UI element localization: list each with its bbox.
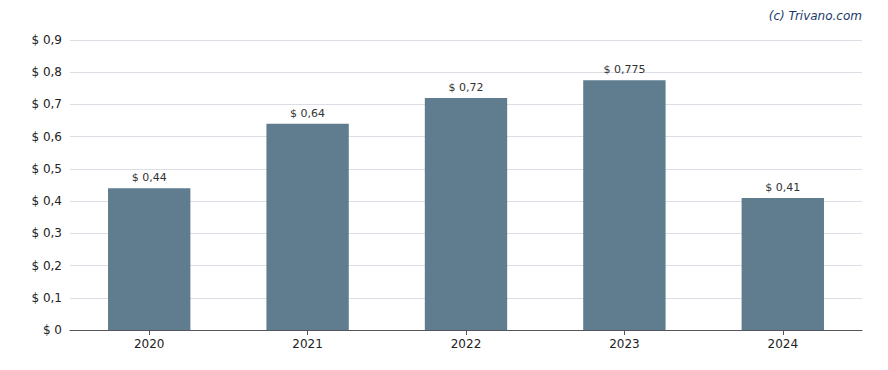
- svg-text:$ 0,3: $ 0,3: [31, 226, 62, 240]
- svg-text:$ 0,2: $ 0,2: [31, 259, 62, 273]
- svg-text:2022: 2022: [451, 337, 482, 351]
- svg-text:$ 0,64: $ 0,64: [290, 107, 325, 120]
- svg-text:$ 0,7: $ 0,7: [31, 97, 62, 111]
- svg-text:$ 0,9: $ 0,9: [31, 33, 62, 47]
- svg-text:(c) Trivano.com: (c) Trivano.com: [769, 9, 862, 23]
- svg-text:$ 0,4: $ 0,4: [31, 194, 62, 208]
- svg-text:2021: 2021: [292, 337, 323, 351]
- svg-text:2020: 2020: [134, 337, 165, 351]
- svg-text:$ 0,44: $ 0,44: [132, 171, 167, 184]
- svg-text:$ 0,775: $ 0,775: [603, 63, 645, 76]
- svg-text:$ 0,41: $ 0,41: [765, 181, 800, 194]
- svg-text:$ 0,6: $ 0,6: [31, 130, 62, 144]
- svg-text:$ 0,72: $ 0,72: [449, 81, 484, 94]
- svg-text:$ 0,5: $ 0,5: [31, 162, 62, 176]
- svg-text:2023: 2023: [609, 337, 640, 351]
- svg-text:$ 0,1: $ 0,1: [31, 291, 62, 305]
- svg-text:$ 0,8: $ 0,8: [31, 65, 62, 79]
- svg-text:2024: 2024: [768, 337, 799, 351]
- svg-text:$ 0: $ 0: [43, 323, 62, 337]
